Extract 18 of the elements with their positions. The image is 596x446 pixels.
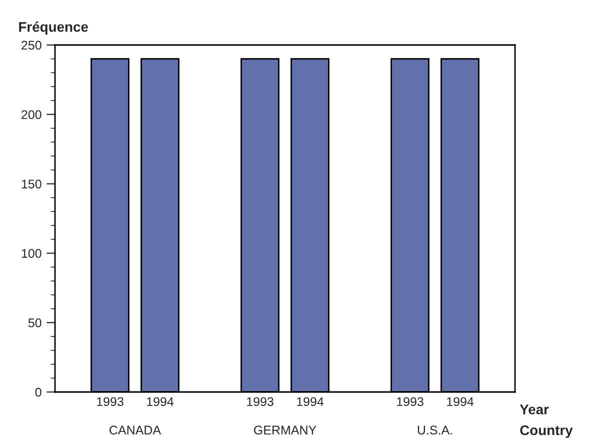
y-tick-label: 250: [22, 40, 42, 50]
y-tick-label: 50: [28, 318, 42, 328]
x-tick-label: 1993: [97, 397, 124, 406]
x-tick-label: 1994: [147, 397, 174, 406]
x-tick-label: 1994: [297, 397, 324, 406]
y-tick-label: 100: [22, 249, 42, 258]
x-axis-title: Year: [520, 404, 549, 414]
text: U.S.A.: [418, 426, 452, 435]
x-tick-label: 1994: [447, 397, 474, 406]
text: Country: [520, 425, 573, 438]
y-axis-title: Fréquence: [19, 22, 88, 35]
x-tick-label: 1993: [397, 397, 424, 406]
text: GERMANY: [254, 426, 316, 435]
y-tick-label: 150: [22, 180, 42, 188]
text: CANADA: [110, 426, 162, 435]
y-tick-label: 200: [22, 110, 42, 120]
x-tick-label: 1993: [247, 397, 274, 406]
y-tick-label: 0: [35, 388, 42, 397]
